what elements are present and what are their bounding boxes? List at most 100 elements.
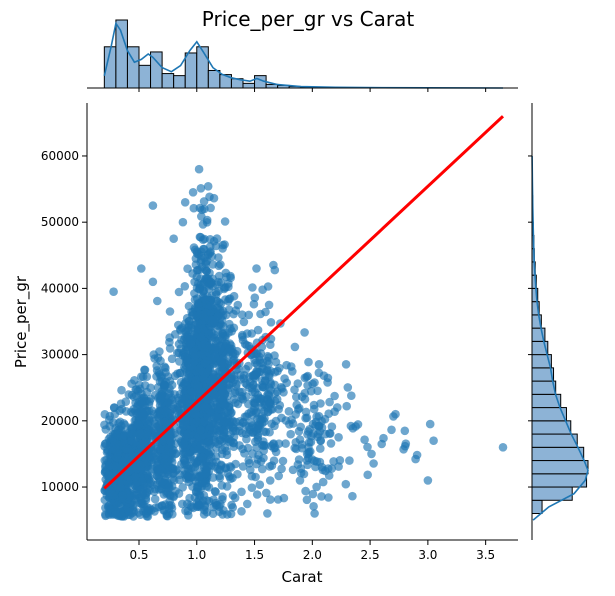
scatter-point: [220, 217, 230, 226]
scatter-point: [210, 342, 220, 351]
scatter-point: [293, 460, 303, 469]
scatter-point: [250, 293, 260, 303]
scatter-point: [251, 472, 260, 482]
scatter-point: [252, 459, 261, 469]
scatter-point: [170, 330, 180, 339]
scatter-point: [180, 282, 190, 291]
scatter-point: [230, 493, 240, 503]
y-tick-label: 20000: [41, 414, 79, 428]
scatter-point: [195, 491, 204, 501]
scatter-point: [183, 327, 193, 336]
scatter-point-outlier: [310, 509, 319, 518]
scatter-point: [160, 472, 170, 482]
scatter-point: [304, 443, 313, 452]
scatter-point: [132, 391, 141, 401]
scatter-point: [163, 483, 173, 493]
scatter-point: [249, 299, 259, 309]
scatter-point: [264, 300, 274, 310]
scatter-point: [254, 367, 263, 377]
right-histogram-bar: [531, 380, 557, 395]
scatter-point: [367, 449, 376, 459]
scatter-point: [318, 477, 328, 487]
scatter-point: [262, 488, 271, 498]
scatter-point: [208, 373, 218, 383]
scatter-point: [161, 406, 170, 416]
scatter-point: [400, 441, 410, 451]
x-tick-label: 2.0: [303, 548, 322, 562]
scatter-point: [103, 447, 113, 456]
scatter-point: [314, 368, 324, 378]
scatter-point: [142, 387, 152, 397]
y-tick-label: 30000: [41, 348, 79, 362]
scatter-point: [360, 435, 369, 445]
x-tick-label: 1.5: [245, 548, 264, 562]
scatter-point: [198, 220, 208, 229]
scatter-point: [196, 332, 206, 342]
scatter-point: [113, 450, 122, 460]
scatter-point-outlier: [148, 277, 158, 287]
scatter-point: [259, 453, 268, 463]
scatter-point: [218, 244, 227, 253]
scatter-point: [212, 234, 222, 243]
scatter-point: [161, 363, 170, 373]
scatter-point: [214, 253, 223, 262]
scatter-point: [330, 391, 339, 401]
scatter-point: [291, 444, 301, 454]
scatter-point: [202, 438, 212, 448]
scatter-point: [111, 462, 120, 471]
scatter-point: [286, 429, 296, 439]
scatter-point: [292, 392, 301, 402]
scatter-point: [265, 372, 274, 381]
scatter-point: [237, 487, 246, 497]
scatter-point: [237, 507, 246, 516]
scatter-point: [214, 335, 224, 344]
top-histogram-bar: [115, 19, 128, 89]
scatter-point: [219, 322, 228, 331]
scatter-point: [247, 483, 257, 493]
scatter-point: [304, 357, 313, 367]
scatter-point: [252, 264, 261, 273]
scatter-point: [261, 441, 270, 450]
scatter-point: [229, 323, 239, 333]
scatter-point: [271, 357, 281, 367]
scatter-point: [132, 464, 141, 473]
scatter-point: [244, 310, 254, 320]
scatter-point: [231, 306, 241, 315]
scatter-point: [347, 391, 356, 401]
scatter-point: [122, 443, 132, 453]
scatter-point: [195, 284, 205, 294]
scatter-point: [197, 453, 207, 462]
scatter-point: [138, 476, 147, 486]
top-kde-curve: [103, 21, 504, 89]
scatter-point: [213, 327, 223, 336]
top-histogram-bar: [207, 69, 221, 89]
scatter-point: [198, 478, 207, 488]
scatter-point: [190, 357, 200, 366]
scatter-point-outlier: [425, 419, 435, 429]
scatter-point: [237, 310, 247, 320]
scatter-point: [164, 434, 174, 443]
scatter-point: [243, 329, 252, 338]
scatter-point: [230, 387, 240, 397]
right-histogram-bar: [531, 433, 578, 448]
scatter-point: [278, 456, 288, 466]
scatter-point: [210, 435, 219, 445]
scatter-point: [316, 436, 326, 446]
scatter-point: [151, 503, 160, 512]
scatter-point: [288, 367, 297, 376]
scatter-point: [291, 410, 301, 419]
scatter-point: [301, 486, 310, 496]
scatter-point: [220, 427, 229, 437]
scatter-point: [198, 367, 207, 377]
scatter-point: [168, 474, 178, 483]
right-kde-curve: [531, 155, 589, 521]
scatter-point: [142, 430, 152, 439]
scatter-point: [196, 425, 205, 435]
scatter-point: [190, 277, 199, 287]
scatter-point-outlier: [109, 287, 118, 297]
scatter-point: [193, 381, 203, 391]
scatter-point: [181, 377, 190, 387]
scatter-point: [253, 325, 263, 335]
scatter-point: [266, 318, 276, 327]
scatter-point: [308, 489, 318, 499]
